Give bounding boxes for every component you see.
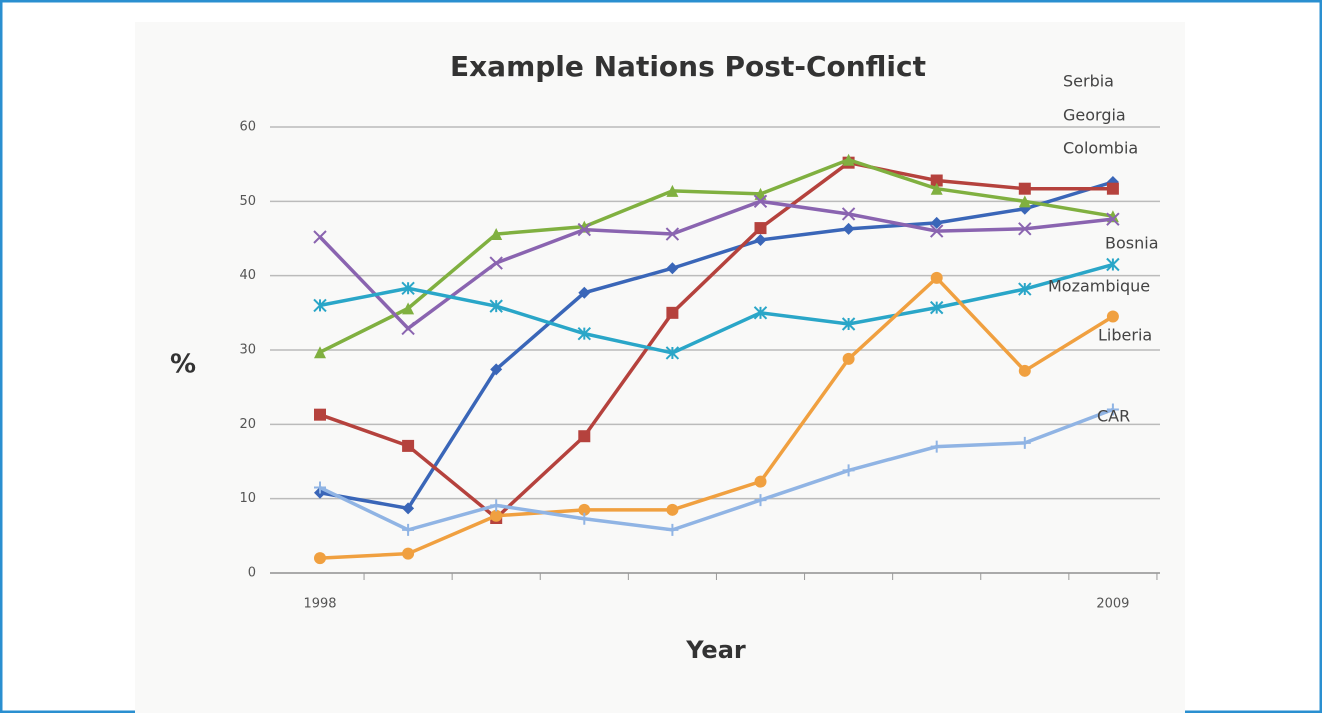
marker <box>930 182 943 195</box>
marker <box>665 346 680 360</box>
y-tick-label: 0 <box>248 566 256 581</box>
series-line <box>319 180 1114 511</box>
marker <box>490 228 503 241</box>
series-line <box>319 157 1114 354</box>
marker <box>314 552 326 565</box>
marker <box>1018 436 1031 449</box>
legend-label: Georgia <box>1063 106 1126 125</box>
marker <box>578 430 591 443</box>
marker <box>753 194 768 209</box>
marker <box>489 256 503 270</box>
marker <box>666 306 679 319</box>
chart-background <box>135 22 1185 713</box>
marker <box>1018 195 1031 208</box>
marker <box>1106 310 1119 323</box>
marker <box>930 271 943 284</box>
marker <box>577 222 592 237</box>
x-tick-label: 2009 <box>1096 597 1129 612</box>
series-line <box>319 160 1113 521</box>
marker <box>313 230 327 244</box>
marker <box>842 464 855 477</box>
marker <box>754 494 767 507</box>
marker <box>490 499 503 512</box>
marker <box>753 306 768 320</box>
marker <box>1106 212 1120 226</box>
marker <box>578 286 591 299</box>
marker <box>842 153 855 166</box>
y-tick-label: 60 <box>239 120 256 135</box>
marker <box>842 352 855 365</box>
marker <box>930 216 943 229</box>
marker <box>402 523 415 536</box>
y-tick-label: 50 <box>239 194 256 209</box>
marker <box>666 184 679 197</box>
marker <box>490 363 503 376</box>
marker <box>754 187 767 200</box>
marker <box>1018 182 1031 195</box>
legend-label: Bosnia <box>1105 234 1159 253</box>
marker <box>929 224 944 238</box>
y-tick-label: 30 <box>239 343 256 358</box>
marker <box>314 481 326 494</box>
marker <box>313 298 327 313</box>
marker <box>314 408 326 421</box>
marker <box>841 207 856 221</box>
y-tick-label: 10 <box>239 491 256 506</box>
marker <box>1106 403 1119 416</box>
marker <box>930 440 943 453</box>
legend-label: Colombia <box>1063 139 1138 158</box>
marker <box>402 547 415 560</box>
marker <box>666 503 679 516</box>
marker <box>754 222 767 235</box>
legend-label: Liberia <box>1098 326 1152 345</box>
marker <box>1106 182 1119 195</box>
marker <box>929 300 944 315</box>
marker <box>578 503 591 516</box>
marker <box>665 227 680 241</box>
marker <box>754 233 767 246</box>
marker <box>402 439 415 452</box>
y-axis-label: % <box>170 350 196 380</box>
marker <box>666 262 679 275</box>
marker <box>489 299 503 313</box>
marker <box>930 174 943 187</box>
legend-label: Serbia <box>1063 72 1114 91</box>
marker <box>402 302 415 315</box>
marker <box>1018 282 1032 296</box>
marker <box>666 523 679 536</box>
series-line <box>319 407 1114 532</box>
marker <box>1018 364 1031 377</box>
marker <box>490 509 503 522</box>
marker <box>578 512 591 525</box>
chart-title: Example Nations Post-Conflict <box>450 50 926 83</box>
marker <box>842 222 855 235</box>
y-tick-label: 40 <box>239 268 256 283</box>
x-axis-label: Year <box>685 636 746 664</box>
x-tick-label: 1998 <box>303 597 336 612</box>
marker <box>1106 257 1120 272</box>
marker <box>577 326 592 341</box>
marker <box>401 281 415 296</box>
marker <box>402 502 415 515</box>
legend-label: CAR <box>1097 407 1130 426</box>
marker <box>754 475 767 488</box>
legend-label: Mozambique <box>1048 277 1150 296</box>
marker <box>401 321 415 336</box>
series-line <box>319 262 1114 355</box>
series-line <box>319 275 1114 560</box>
marker <box>841 317 856 331</box>
y-tick-label: 20 <box>239 417 256 432</box>
marker <box>314 346 326 359</box>
marker <box>1018 222 1032 236</box>
